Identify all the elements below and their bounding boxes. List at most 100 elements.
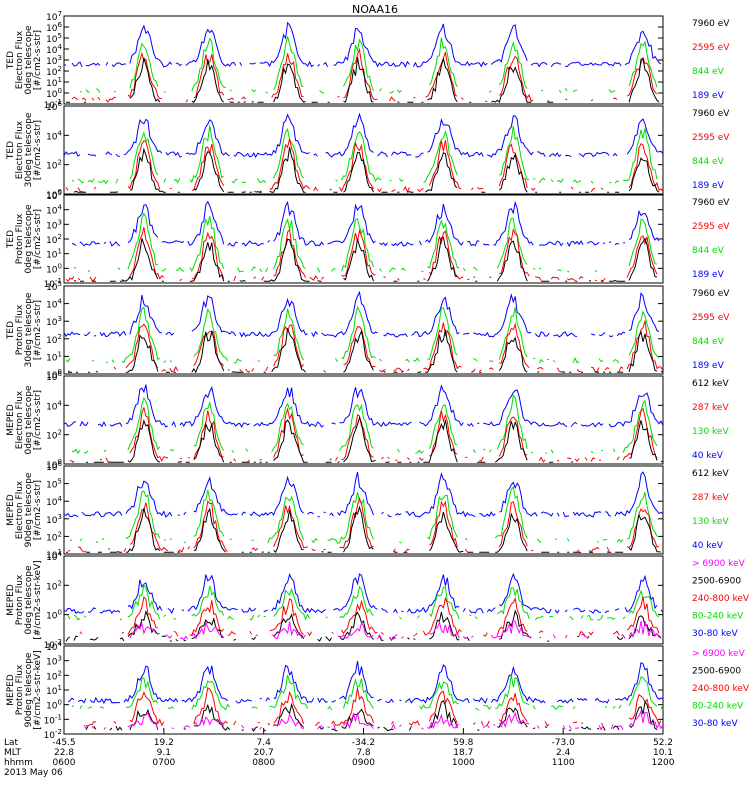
legend-entry: 189 eV	[692, 361, 725, 371]
x-tick-lat: -45.5	[52, 738, 75, 748]
y-tick-label: 105	[46, 189, 62, 202]
y-axis-label-line: Electron Flux	[15, 390, 25, 449]
legend-entry: 7960 eV	[692, 19, 730, 29]
legend-entry: 2500-6900	[692, 667, 741, 677]
legend-entry: 40 keV	[692, 541, 724, 551]
y-tick-label: 100	[46, 458, 62, 471]
x-tick-mlt: 18.7	[453, 748, 473, 758]
series-line	[70, 408, 661, 462]
y-tick-label: 106	[46, 460, 62, 473]
series-line	[83, 709, 663, 731]
panel-frame	[63, 375, 664, 465]
y-tick-label: 104	[46, 43, 62, 56]
legend-entry: 189 eV	[692, 181, 725, 191]
y-tick-label: 101	[46, 248, 62, 261]
x-tick-lat: 59.8	[453, 738, 473, 748]
y-tick-label: 106	[46, 21, 62, 34]
y-axis-label-line: MEPED	[6, 674, 16, 706]
y-tick-label: 104	[46, 640, 62, 653]
y-tick-label: 101	[46, 350, 62, 363]
x-tick-lat: 19.2	[154, 738, 174, 748]
series-line	[85, 686, 662, 727]
plot-area	[67, 661, 663, 731]
plot-area	[64, 112, 663, 194]
y-axis-label-line: [#/cm2-s-str-keV]	[33, 650, 43, 729]
y-axis-label-line: TED	[6, 51, 16, 70]
y-tick-label: 105	[46, 280, 62, 293]
y-tick-label: 102	[46, 429, 62, 442]
y-axis-label-line: 30deg telescope	[24, 112, 34, 187]
y-tick-label: 105	[46, 478, 62, 491]
legend-entry: 130 keV	[692, 517, 729, 527]
legend-entry: 189 eV	[692, 91, 725, 101]
y-axis-label-line: Proton Flux	[15, 574, 25, 625]
series-line	[71, 125, 658, 185]
panel-frame	[63, 15, 664, 105]
y-tick-label: 104	[46, 204, 62, 217]
y-tick-label: 102	[46, 669, 62, 682]
series-line	[64, 292, 663, 337]
series-line	[64, 471, 663, 518]
y-tick-label: 100	[46, 188, 62, 201]
legend-entry: > 6900 keV	[692, 649, 746, 659]
y-axis-label-line: 30deg telescope	[24, 292, 34, 367]
x-row-label: MLT	[4, 748, 22, 758]
series-line	[71, 674, 663, 711]
y-axis-label-line: [#/cm2-s-str]	[33, 390, 43, 450]
y-tick-label: 10-1	[44, 277, 62, 290]
y-tick-label: 104	[46, 129, 62, 142]
series-line	[64, 572, 663, 614]
series-line	[79, 596, 660, 637]
y-axis-label-line: [#/cm2-s-str]	[33, 300, 43, 360]
x-tick-lat: -34.2	[352, 738, 375, 748]
y-axis-label-line: MEPED	[6, 404, 16, 436]
panel-6: 101 102 103 104 105 106 MEPED Electron Flux 90de…	[6, 460, 729, 561]
y-tick-label: 101	[46, 76, 62, 89]
y-tick-label: 10-2	[44, 638, 62, 651]
series-line	[86, 701, 663, 731]
series-line	[64, 112, 663, 159]
x-tick-time: 1000	[452, 758, 475, 768]
legend-entry: 2595 eV	[692, 43, 730, 53]
y-axis-label-line: [#/cm2-s-str]	[33, 120, 43, 180]
x-tick-lat: -73.0	[552, 738, 576, 748]
series-line	[74, 237, 661, 281]
series-line	[65, 138, 663, 194]
y-axis-label-line: TED	[6, 141, 16, 160]
series-line	[72, 202, 663, 246]
legend-entry: 612 keV	[692, 469, 729, 479]
plot-area	[64, 471, 663, 554]
legend-entry: 287 keV	[692, 403, 729, 413]
x-tick-mlt: 22.8	[54, 748, 74, 758]
series-line	[80, 37, 661, 94]
x-tick-mlt: 10.1	[653, 748, 673, 758]
x-tick-lat: 7.4	[257, 738, 272, 748]
y-axis-label-line: MEPED	[6, 584, 16, 616]
legend-entry: 80-240 keV	[692, 612, 744, 622]
y-tick-label: 100	[46, 262, 62, 275]
y-axis-label-line: Proton Flux	[15, 213, 25, 264]
legend-entry: 7960 eV	[692, 198, 730, 208]
y-tick-label: 102	[46, 333, 62, 346]
legend-entry: 189 eV	[692, 270, 725, 280]
panel-4: 100 101 102 103 104 105 TED Proton Flux 30deg te…	[6, 280, 730, 381]
y-axis-label-line: [#/cm2-s-str-keV]	[33, 560, 43, 639]
series-line	[64, 384, 663, 428]
x-tick-time: 1100	[552, 758, 575, 768]
series-line	[66, 57, 663, 102]
series-line	[67, 661, 663, 705]
y-axis-label-line: [#/cm2-s-str]	[33, 209, 43, 269]
x-tick-mlt: 9.1	[157, 748, 171, 758]
y-axis-label-line: Electron Flux	[15, 120, 25, 179]
legend-entry: 287 keV	[692, 493, 729, 503]
plot-area	[64, 292, 663, 374]
y-axis-label-line: [#/cm2-s-str]	[33, 480, 43, 540]
legend-entry: 240-800 keV	[692, 594, 750, 604]
series-line	[65, 609, 662, 642]
y-tick-label: 107	[46, 10, 62, 23]
y-tick-label: 106	[46, 370, 62, 383]
panel-7: 10-2 100 102 104 MEPED Proton Flux 0deg telesc…	[6, 550, 750, 651]
